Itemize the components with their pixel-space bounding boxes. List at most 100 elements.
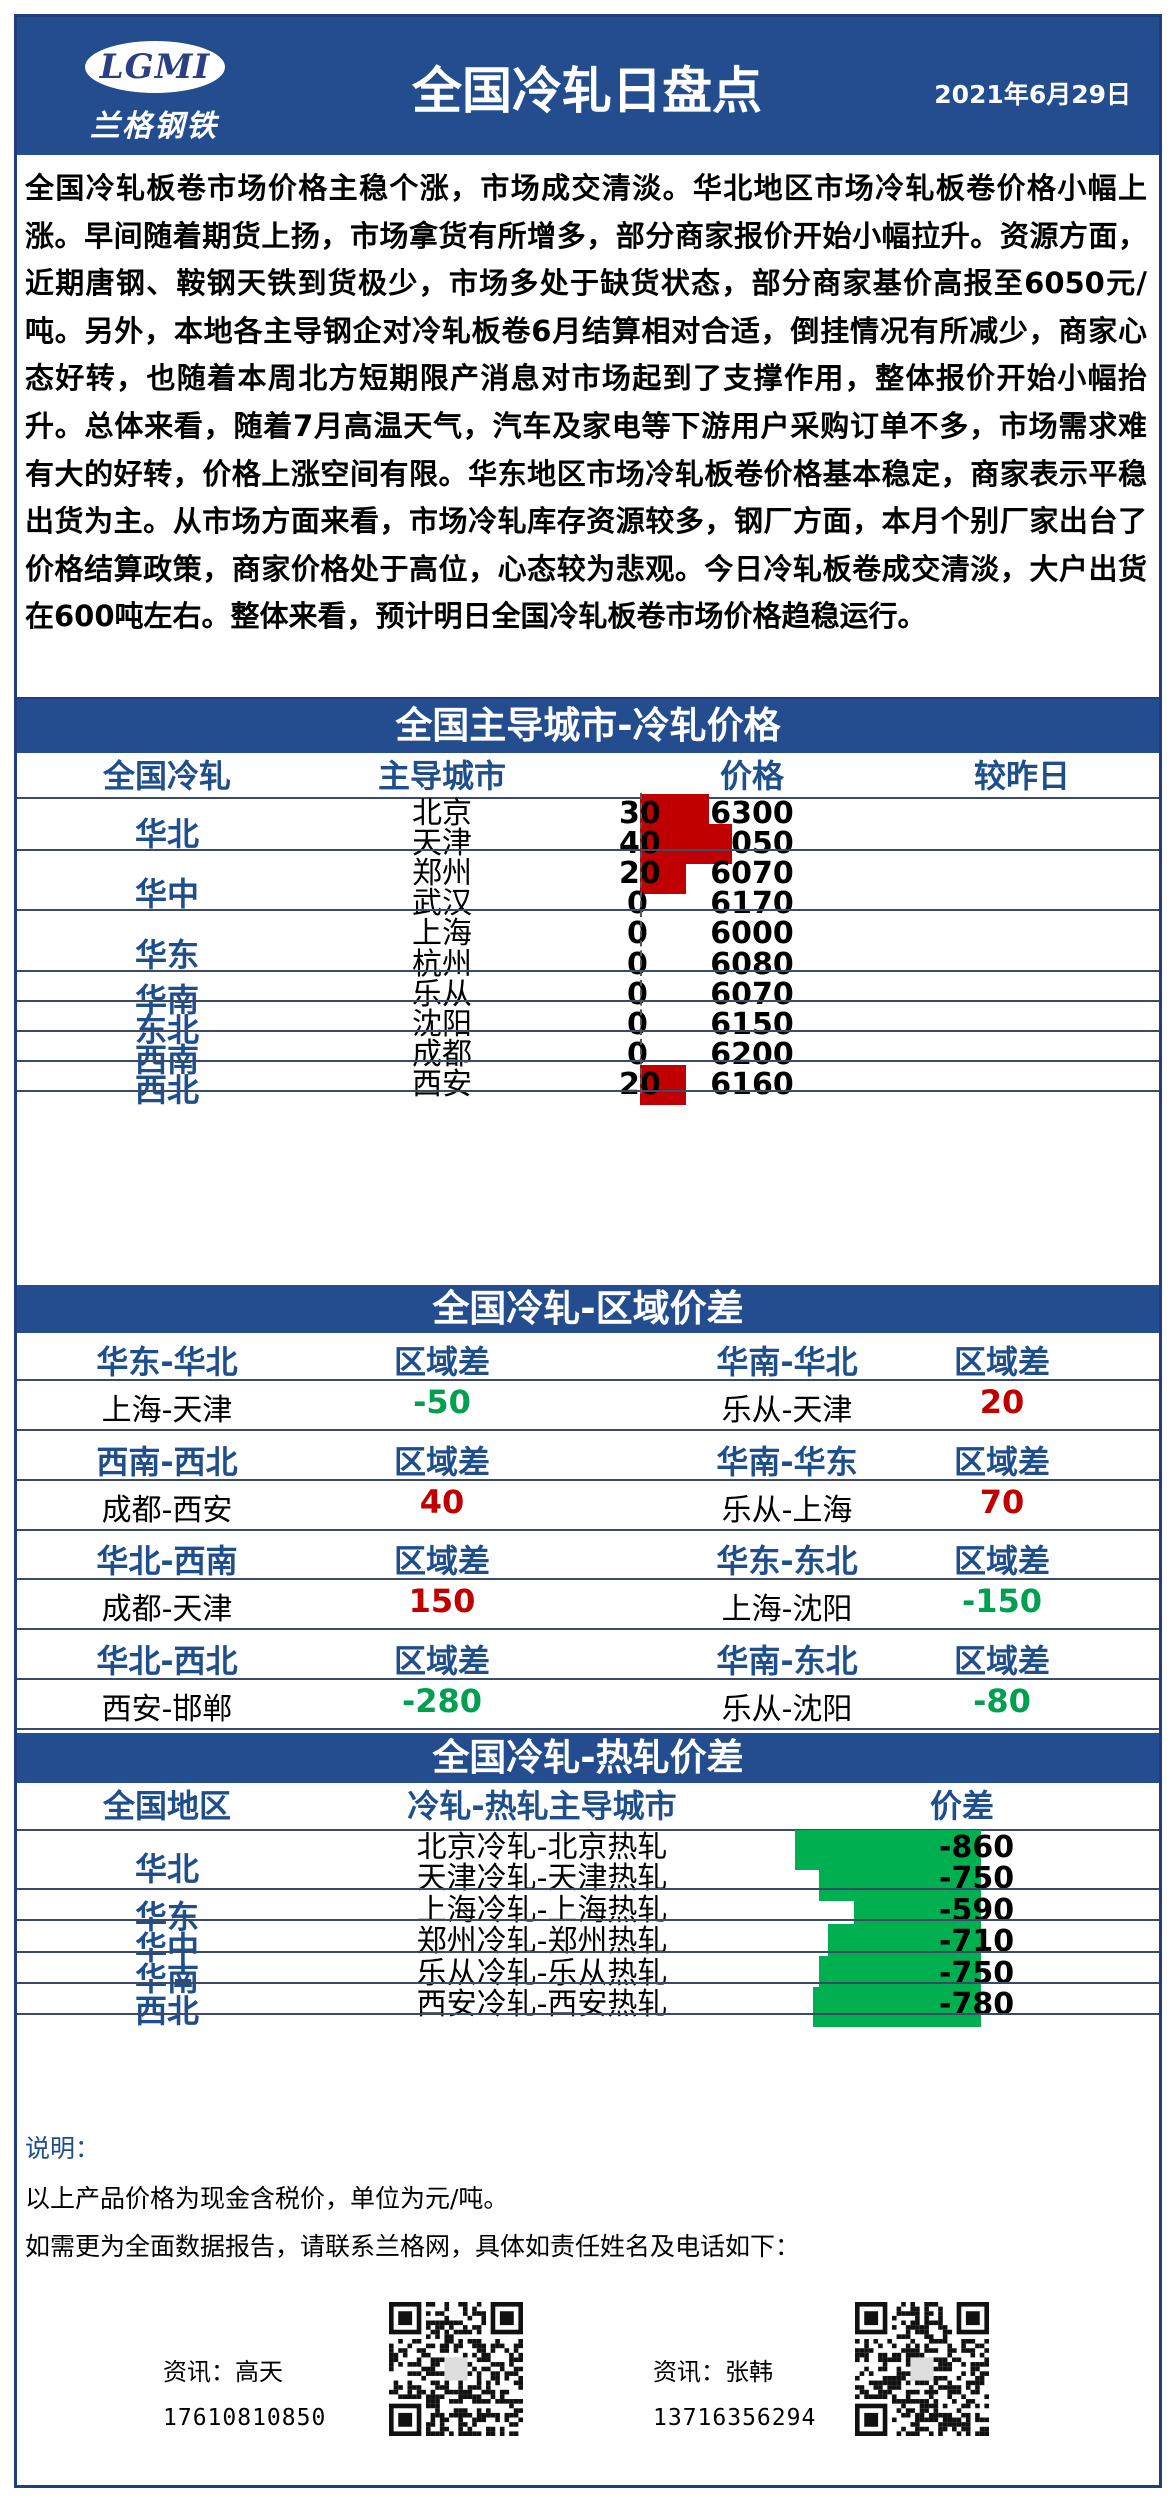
city-price: 6070	[710, 976, 794, 1012]
diff-value: -750	[939, 1861, 1015, 1897]
notes-title: 说明：	[25, 2134, 101, 2163]
price-section-title: 全国主导城市-冷轧价格	[17, 699, 1159, 753]
hot-table-header: 全国地区 冷轧-热轧主导城市 价差	[17, 1783, 1159, 1829]
group-divider	[17, 849, 1159, 852]
group-divider	[17, 999, 1159, 1002]
price-row: 上海 6000 0	[17, 910, 1159, 958]
price-row: 成都 6200 0	[17, 1031, 1159, 1079]
diff-divider	[17, 1478, 1159, 1481]
change-value: 20	[619, 856, 661, 892]
price-row: 西安 6160 20	[17, 1061, 1159, 1109]
zero-axis	[640, 793, 642, 1094]
region-label: 西南	[134, 1040, 199, 1079]
diff-value: -860	[939, 1830, 1015, 1865]
price-row: 武汉 6170 0	[17, 880, 1159, 928]
group-divider	[17, 2013, 1159, 2016]
diff-divider	[17, 1727, 1159, 1730]
header-pair: 冷轧-热轧主导城市	[407, 1787, 677, 1825]
change-bar	[640, 1064, 686, 1105]
change-value: 0	[627, 1006, 648, 1042]
diff-city-pair: 成都-西安	[101, 1492, 233, 1528]
diff-city-pair: 西安-邯郸	[101, 1691, 233, 1727]
region-label: 西北	[134, 1991, 199, 2030]
diff-label-header: 区域差	[393, 1343, 490, 1381]
group-divider	[17, 1950, 1159, 1953]
city-name: 天津	[412, 826, 472, 862]
city-name: 乐从	[412, 976, 472, 1012]
region-label: 华北	[134, 815, 199, 854]
diff-value: -780	[939, 1987, 1015, 2022]
hot-diff-row: 西安冷轧-西安热轧 -780	[17, 1981, 1159, 2029]
diff-label-header: 区域差	[953, 1442, 1050, 1481]
city-price: 6170	[710, 886, 794, 922]
region-label: 华南	[134, 980, 199, 1019]
diff-label-header: 区域差	[953, 1542, 1050, 1580]
diff-section-title: 全国冷轧-区域价差	[17, 1285, 1159, 1333]
diff-divider	[17, 1429, 1159, 1431]
diff-divider	[17, 1379, 1159, 1381]
header-diff: 价差	[929, 1787, 994, 1825]
diff-city-pair: 乐从-天津	[721, 1393, 853, 1428]
hot-diff-row: 乐从冷轧-乐从热轧 -750	[17, 1950, 1159, 1998]
city-name: 郑州	[412, 856, 472, 892]
change-bar	[640, 854, 686, 895]
logo-text: LGMI	[99, 47, 211, 87]
diff-value: -750	[939, 1955, 1015, 1991]
diff-label-header: 区域差	[953, 1641, 1050, 1680]
cold-hot-pair: 天津冷轧-天津热轧	[416, 1861, 668, 1897]
diff-value: -590	[939, 1892, 1015, 1928]
cold-hot-pair: 乐从冷轧-乐从热轧	[416, 1955, 668, 1991]
market-summary: 全国冷轧板卷市场价格主稳个涨，市场成交清淡。华北地区市场冷轧板卷价格小幅上涨。早…	[17, 155, 1159, 699]
diff-divider	[17, 1578, 1159, 1580]
city-price: 6150	[710, 1006, 794, 1042]
contact-2-phone: 13716356294	[653, 2405, 817, 2431]
notes-line-1: 以上产品价格为现金含税价，单位为元/吨。	[25, 2184, 509, 2213]
cold-hot-pair: 郑州冷轧-郑州热轧	[416, 1924, 668, 1960]
group-divider	[17, 1059, 1159, 1062]
report-date: 2021年6月29日	[934, 80, 1131, 109]
diff-region-header: 华东-东北	[716, 1542, 858, 1580]
report-header: LGMI 兰格钢铁 全国冷轧日盘点 2021年6月29日	[17, 17, 1159, 155]
diff-label-header: 区域差	[393, 1442, 490, 1481]
cold-hot-pair: 西安冷轧-西安热轧	[416, 1987, 668, 2022]
price-row: 乐从 6070 0	[17, 971, 1159, 1019]
group-divider	[17, 1887, 1159, 1890]
region-label: 东北	[134, 1010, 199, 1049]
city-price: 6080	[710, 946, 794, 982]
diff-value: -150	[961, 1582, 1043, 1620]
city-price: 6070	[710, 856, 794, 892]
diff-divider	[17, 1677, 1159, 1680]
city-name: 武汉	[412, 886, 472, 922]
qr-code-1	[389, 2302, 523, 2436]
region-label: 华东	[134, 935, 199, 974]
diff-region-header: 华北-西南	[96, 1542, 238, 1580]
city-name: 沈阳	[412, 1006, 472, 1042]
contact-1-label: 资讯：高天	[163, 2358, 283, 2386]
logo-oval	[85, 41, 225, 93]
diff-bar	[812, 1987, 981, 2027]
diff-value: 150	[408, 1582, 476, 1620]
hot-section-title: 全国冷轧-热轧价差	[17, 1733, 1159, 1783]
diff-value: -280	[401, 1681, 483, 1720]
diff-region-header: 华东-华北	[96, 1343, 238, 1381]
diff-city-pair: 上海-天津	[101, 1393, 233, 1428]
cold-hot-pair: 北京冷轧-北京热轧	[416, 1830, 668, 1865]
group-divider	[17, 1090, 1159, 1092]
price-row: 沈阳 6150 0	[17, 1001, 1159, 1049]
lgmi-logo: LGMI 兰格钢铁	[79, 31, 229, 144]
diff-label-header: 区域差	[953, 1343, 1050, 1381]
diff-city-pair: 乐从-上海	[721, 1492, 853, 1528]
header-region: 全国冷轧	[102, 757, 231, 795]
report-frame: LGMI 兰格钢铁 全国冷轧日盘点 2021年6月29日 全国冷轧板卷市场价格主…	[14, 14, 1162, 2488]
header-price: 价格	[719, 757, 784, 795]
group-divider	[17, 1029, 1159, 1032]
diff-value: -50	[413, 1383, 471, 1421]
diff-value: 20	[979, 1383, 1025, 1421]
change-value: 0	[627, 976, 648, 1012]
diff-divider	[17, 1628, 1159, 1630]
header-divider	[17, 1829, 1159, 1831]
region-label: 华中	[134, 1928, 199, 1967]
region-label: 华东	[134, 1897, 199, 1936]
page-title: 全国冷轧日盘点	[412, 62, 762, 120]
diff-region-header: 华南-华北	[716, 1343, 858, 1381]
